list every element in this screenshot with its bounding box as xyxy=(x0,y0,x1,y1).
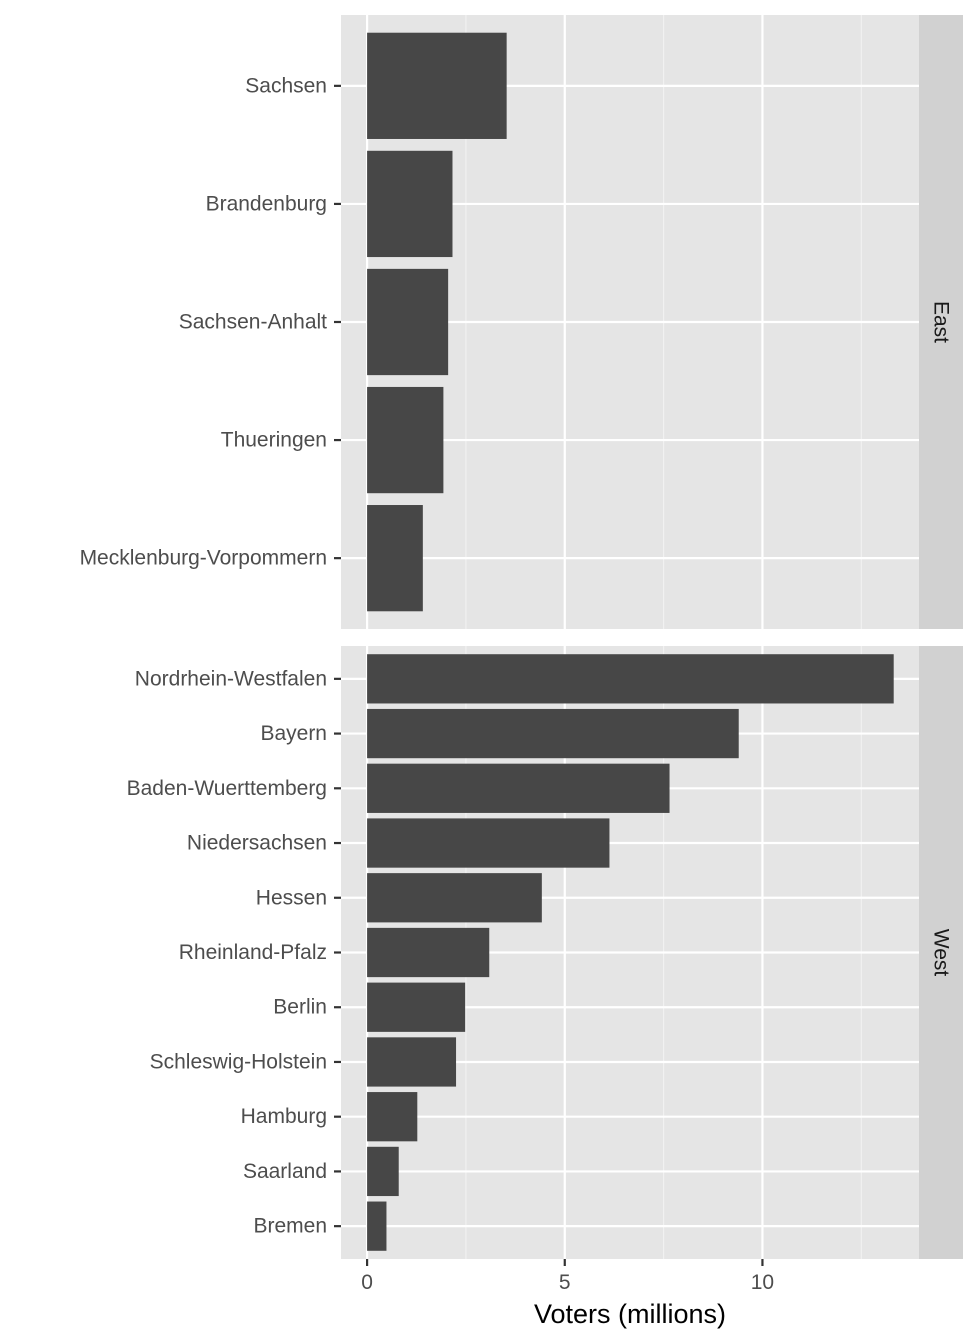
y-tick-label: Schleswig-Holstein xyxy=(150,1050,327,1073)
x-tick-label: 5 xyxy=(559,1271,571,1294)
bar-rheinland-pfalz xyxy=(367,927,490,978)
bar-hamburg xyxy=(367,1092,418,1142)
y-tick-label: Bremen xyxy=(253,1215,327,1238)
y-tick-label: Bayern xyxy=(260,722,327,745)
y-tick-label: Baden-Wuerttemberg xyxy=(127,777,327,800)
y-tick-label: Sachsen xyxy=(245,74,327,97)
y-tick-label: Mecklenburg-Vorpommern xyxy=(80,547,327,570)
bar-sachsen xyxy=(367,32,507,139)
x-tick-label: 10 xyxy=(751,1271,774,1294)
panel-west: Nordrhein-Westfalen Bayern Baden-Wuerttemb… xyxy=(127,646,963,1259)
facet-strip xyxy=(919,15,963,629)
y-tick-label: Niedersachsen xyxy=(187,832,327,855)
x-axis-title: Voters (millions) xyxy=(534,1299,726,1329)
y-tick-label: Rheinland-Pfalz xyxy=(179,941,327,964)
bar-baden-wuerttemberg xyxy=(367,763,670,813)
facet-strip xyxy=(919,646,963,1259)
bar-sachsen-anhalt xyxy=(367,268,449,376)
bar-niedersachsen xyxy=(367,818,610,868)
y-tick-label: Sachsen-Anhalt xyxy=(179,311,327,334)
bar-saarland xyxy=(367,1146,399,1197)
bar-berlin xyxy=(367,982,466,1032)
panel-east: Sachsen Brandenburg Sachsen-Anhalt Thuering… xyxy=(80,15,963,629)
y-tick-label: Nordrhein-Westfalen xyxy=(135,667,327,690)
x-tick-label: 0 xyxy=(361,1271,373,1294)
facet-strip-label: East xyxy=(930,301,953,343)
y-tick-label: Saarland xyxy=(243,1160,327,1183)
bar-nordrhein-westfalen xyxy=(367,654,894,704)
bar-bayern xyxy=(367,708,739,759)
y-tick-label: Berlin xyxy=(273,996,327,1019)
y-tick-label: Hessen xyxy=(256,886,327,909)
y-tick-label: Hamburg xyxy=(241,1105,327,1128)
y-tick-label: Thueringen xyxy=(221,429,327,452)
bar-brandenburg xyxy=(367,150,453,258)
bar-hessen xyxy=(367,873,542,923)
facet-strip-label: West xyxy=(930,929,953,977)
bar-schleswig-holstein xyxy=(367,1037,457,1087)
bar-mecklenburg-vorpommern xyxy=(367,505,423,612)
bar-thueringen xyxy=(367,386,444,494)
bar-bremen xyxy=(367,1201,387,1251)
x-axis: 0 5 10 xyxy=(361,1259,774,1294)
y-tick-label: Brandenburg xyxy=(206,192,327,215)
